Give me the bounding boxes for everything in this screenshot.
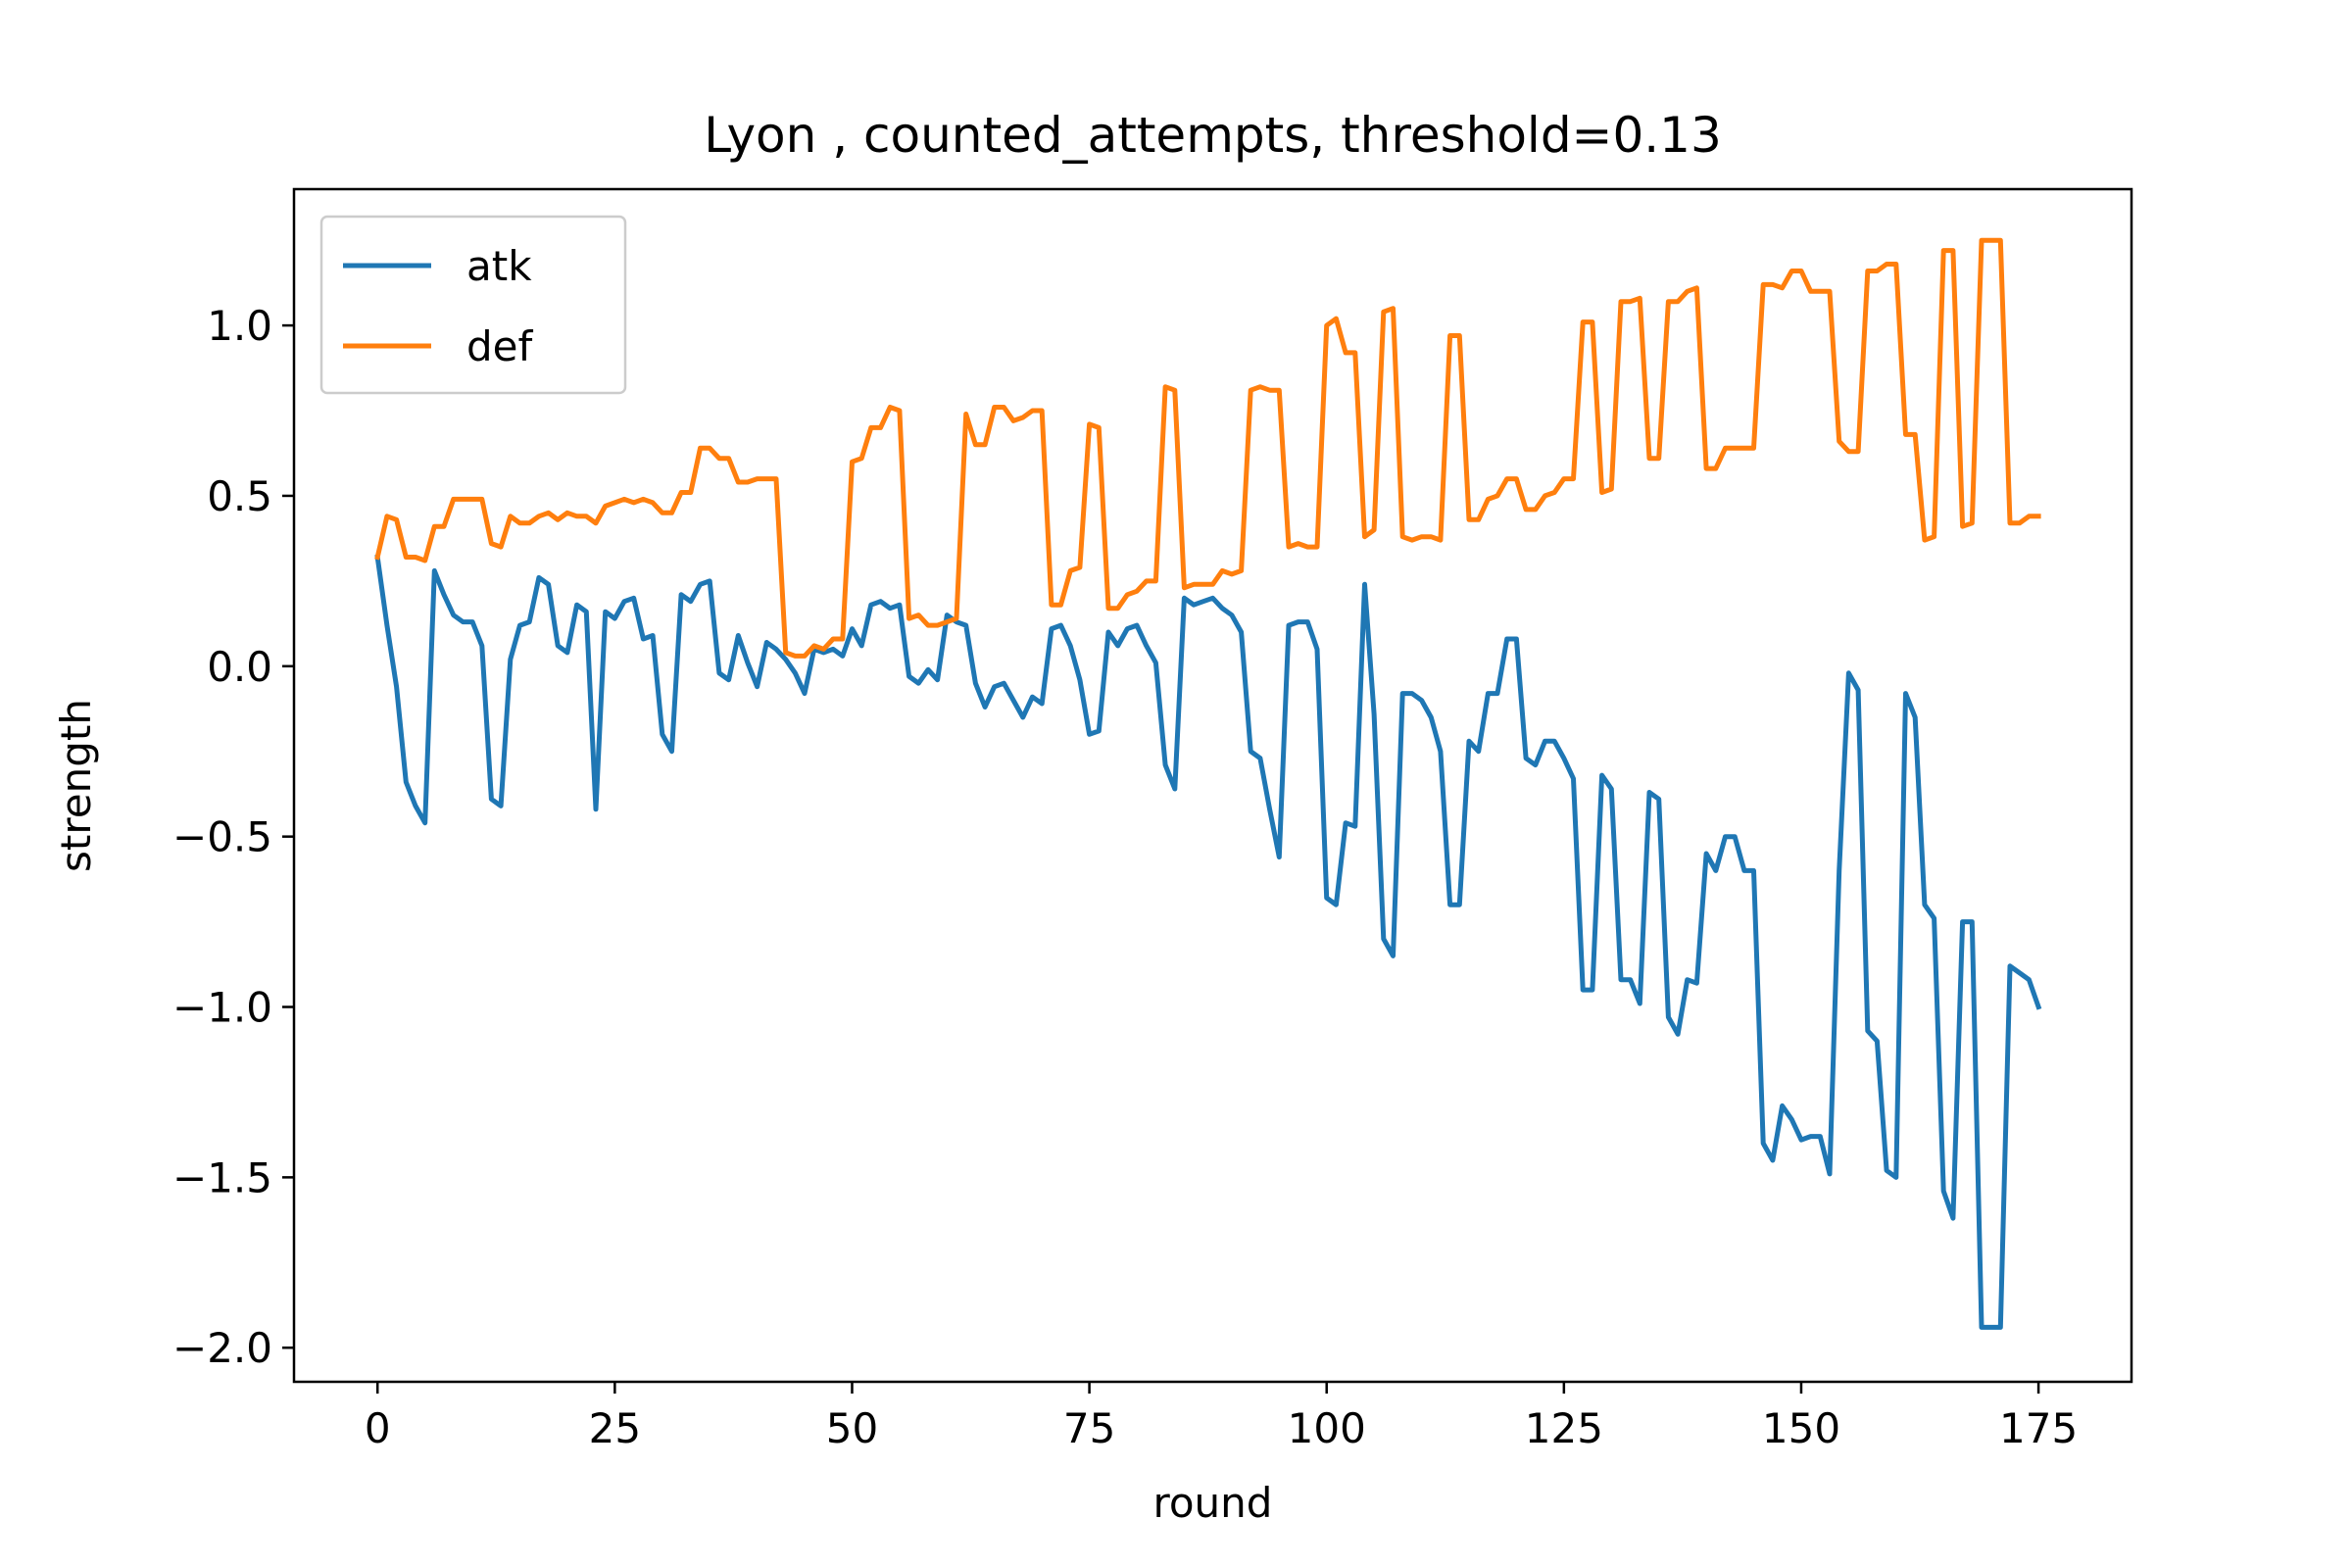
x-axis: 0 25 50 75 100 125 150 175 xyxy=(365,1382,2078,1452)
x-tick-label: 75 xyxy=(1063,1404,1115,1452)
legend-box xyxy=(319,215,627,395)
x-tick-label: 50 xyxy=(826,1404,878,1452)
legend-label-atk: atk xyxy=(466,242,532,290)
axes-frame xyxy=(292,187,2133,1384)
x-tick-label: 125 xyxy=(1525,1404,1603,1452)
legend-label-def: def xyxy=(466,322,534,370)
x-tick-label: 25 xyxy=(589,1404,641,1452)
x-tick-label: 100 xyxy=(1288,1404,1366,1452)
series-layer xyxy=(374,237,2042,1330)
y-axis-label: strength xyxy=(52,699,100,872)
y-tick-label: 0.5 xyxy=(207,472,272,520)
y-axis: −2.0 −1.5 −1.0 −0.5 0.0 0.5 1.0 xyxy=(172,302,294,1372)
y-tick-label: −1.0 xyxy=(172,984,272,1032)
x-tick-label: 150 xyxy=(1762,1404,1840,1452)
legend: atk def xyxy=(319,215,627,395)
x-axis-label: round xyxy=(1153,1479,1273,1527)
x-tick-label: 175 xyxy=(1999,1404,2078,1452)
series-line-atk xyxy=(374,554,2042,1330)
chart-title: Lyon , counted_attempts, threshold=0.13 xyxy=(704,107,1722,164)
y-tick-label: −1.5 xyxy=(172,1153,272,1201)
y-tick-label: 0.0 xyxy=(207,643,272,691)
series-line-def xyxy=(374,237,2041,659)
y-tick-label: −2.0 xyxy=(172,1324,272,1372)
y-tick-label: −0.5 xyxy=(172,813,272,861)
x-tick-label: 0 xyxy=(365,1404,391,1452)
y-tick-label: 1.0 xyxy=(207,302,272,350)
